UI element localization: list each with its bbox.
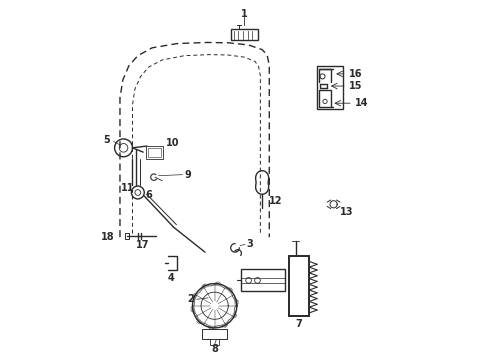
Text: 12: 12 — [270, 197, 283, 206]
Bar — [241, 269, 285, 292]
Text: 2: 2 — [187, 294, 194, 304]
Text: 8: 8 — [211, 343, 218, 354]
Text: 18: 18 — [101, 232, 115, 242]
Text: 10: 10 — [166, 138, 179, 148]
Text: 9: 9 — [184, 170, 191, 180]
Bar — [289, 256, 309, 316]
Bar — [317, 66, 343, 109]
Text: 5: 5 — [103, 135, 110, 145]
Text: 13: 13 — [340, 207, 353, 217]
Polygon shape — [256, 171, 269, 194]
Circle shape — [131, 186, 144, 199]
Text: 16: 16 — [349, 69, 363, 79]
Bar — [146, 146, 163, 159]
Text: 4: 4 — [168, 273, 174, 283]
Circle shape — [115, 139, 132, 157]
Text: 6: 6 — [146, 190, 152, 201]
Bar — [210, 339, 219, 345]
Text: 7: 7 — [295, 319, 302, 329]
Bar — [202, 329, 227, 339]
Text: 1: 1 — [241, 9, 247, 19]
Bar — [148, 148, 161, 157]
Text: 11: 11 — [121, 183, 134, 193]
Text: 17: 17 — [136, 240, 149, 250]
Text: 15: 15 — [349, 81, 363, 91]
Text: 3: 3 — [246, 239, 253, 249]
Text: 14: 14 — [355, 98, 368, 108]
Bar — [124, 233, 129, 239]
Bar — [231, 29, 258, 40]
